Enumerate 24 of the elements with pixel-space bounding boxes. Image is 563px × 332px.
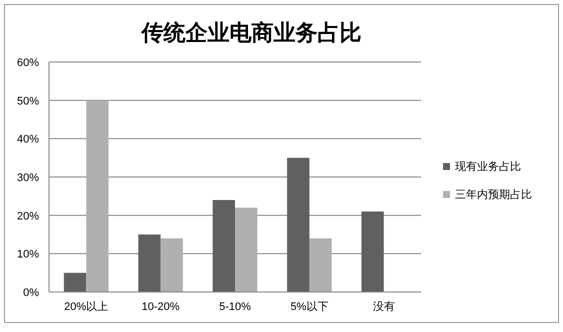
bar bbox=[138, 234, 161, 292]
bar bbox=[212, 200, 235, 292]
y-tick-label: 20% bbox=[16, 210, 40, 222]
y-tick-label: 60% bbox=[16, 57, 40, 69]
bar bbox=[160, 238, 183, 292]
bar bbox=[287, 158, 310, 292]
bar bbox=[64, 272, 86, 292]
y-tick-label: 0% bbox=[23, 287, 40, 299]
chart-title: 传统企业电商业务占比 bbox=[140, 20, 362, 46]
legend-label: 三年内预期占比 bbox=[455, 188, 532, 201]
bar bbox=[235, 208, 258, 292]
x-tick-label: 5-10% bbox=[219, 301, 252, 313]
y-tick-label: 50% bbox=[16, 95, 40, 108]
bar bbox=[86, 100, 109, 292]
y-tick-label: 10% bbox=[16, 248, 40, 261]
x-tick-label: 20%以上 bbox=[64, 300, 108, 313]
legend-label: 现有业务占比 bbox=[455, 160, 521, 173]
x-tick-label: 10-20% bbox=[142, 301, 180, 313]
x-tick-label: 没有 bbox=[372, 301, 395, 313]
y-tick-label: 40% bbox=[16, 134, 40, 146]
bar bbox=[309, 238, 332, 292]
y-tick-label: 30% bbox=[16, 172, 40, 184]
x-tick-label: 5%以下 bbox=[290, 300, 328, 313]
bar bbox=[361, 212, 384, 292]
